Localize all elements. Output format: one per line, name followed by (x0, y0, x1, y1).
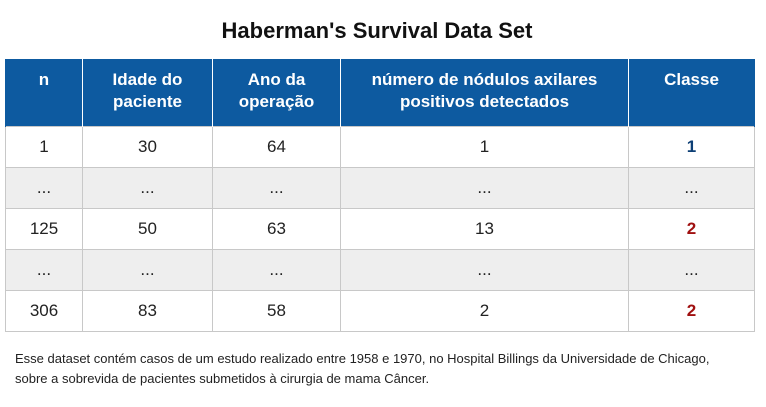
footnote: Esse dataset contém casos de um estudo r… (15, 349, 755, 389)
cell-classe: ... (628, 248, 755, 291)
cell-classe: 1 (628, 125, 755, 168)
column-header-ano: Ano da operação (212, 59, 341, 126)
table-row-ellipsis: ... ... ... ... ... (5, 248, 755, 291)
table-row: 306 83 58 2 2 (5, 289, 755, 332)
cell-classe: 2 (628, 207, 755, 250)
cell-idade: ... (82, 166, 213, 209)
cell-ano: 58 (212, 289, 341, 332)
cell-ano: ... (212, 166, 341, 209)
cell-ano: ... (212, 248, 341, 291)
cell-idade: 30 (82, 125, 213, 168)
page-title: Haberman's Survival Data Set (221, 18, 533, 43)
cell-classe: ... (628, 166, 755, 209)
table-header-row: n Idade do paciente Ano da operação núme… (5, 59, 755, 126)
cell-nodulos: 13 (340, 207, 629, 250)
cell-nodulos: ... (340, 166, 629, 209)
cell-ano: 63 (212, 207, 341, 250)
column-header-nodulos: número de nódulos axilares positivos det… (340, 59, 629, 126)
cell-nodulos: 2 (340, 289, 629, 332)
cell-idade: 50 (82, 207, 213, 250)
table-row-ellipsis: ... ... ... ... ... (5, 166, 755, 209)
footnote-line-2: sobre a sobrevida de pacientes submetido… (15, 371, 430, 386)
column-header-classe: Classe (628, 59, 755, 126)
cell-n: 306 (5, 289, 83, 332)
column-header-idade: Idade do paciente (82, 59, 213, 126)
footnote-line-1: Esse dataset contém casos de um estudo r… (15, 351, 710, 366)
cell-nodulos: 1 (340, 125, 629, 168)
column-header-n: n (5, 59, 83, 126)
cell-nodulos: ... (340, 248, 629, 291)
cell-idade: ... (82, 248, 213, 291)
cell-idade: 83 (82, 289, 213, 332)
table-row: 1 30 64 1 1 (5, 125, 755, 168)
data-table: n Idade do paciente Ano da operação núme… (5, 59, 755, 332)
cell-classe: 2 (628, 289, 755, 332)
table-row: 125 50 63 13 2 (5, 207, 755, 250)
cell-n: ... (5, 166, 83, 209)
cell-n: ... (5, 248, 83, 291)
cell-n: 125 (5, 207, 83, 250)
cell-ano: 64 (212, 125, 341, 168)
cell-n: 1 (5, 125, 83, 168)
